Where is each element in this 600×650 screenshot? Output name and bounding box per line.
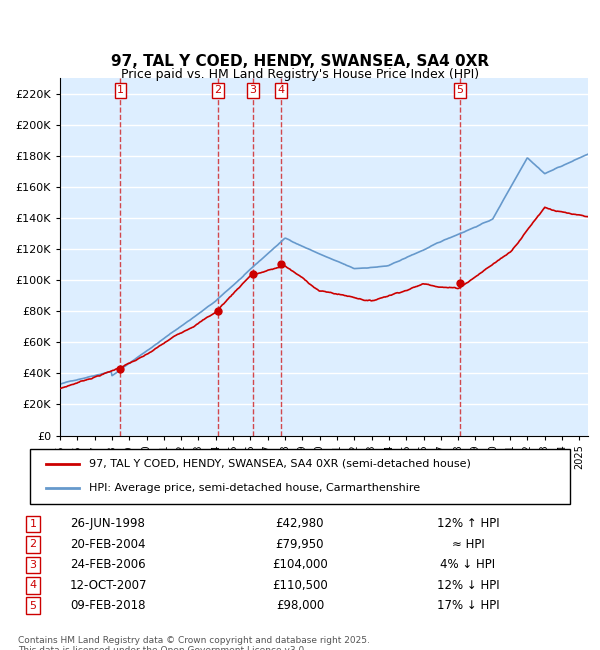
Text: £42,980: £42,980 — [276, 517, 324, 530]
Text: £79,950: £79,950 — [276, 538, 324, 551]
Text: 4: 4 — [29, 580, 37, 590]
Text: £104,000: £104,000 — [272, 558, 328, 571]
Text: ≈ HPI: ≈ HPI — [452, 538, 484, 551]
Text: 26-JUN-1998: 26-JUN-1998 — [71, 517, 145, 530]
Text: 97, TAL Y COED, HENDY, SWANSEA, SA4 0XR: 97, TAL Y COED, HENDY, SWANSEA, SA4 0XR — [111, 54, 489, 70]
Text: 12% ↑ HPI: 12% ↑ HPI — [437, 517, 499, 530]
Text: 3: 3 — [250, 85, 256, 96]
Text: HPI: Average price, semi-detached house, Carmarthenshire: HPI: Average price, semi-detached house,… — [89, 484, 421, 493]
Text: 3: 3 — [29, 560, 37, 570]
Text: 4: 4 — [278, 85, 285, 96]
Text: 17% ↓ HPI: 17% ↓ HPI — [437, 599, 499, 612]
Text: 4% ↓ HPI: 4% ↓ HPI — [440, 558, 496, 571]
Text: 1: 1 — [117, 85, 124, 96]
Text: 2: 2 — [29, 540, 37, 549]
Text: £110,500: £110,500 — [272, 578, 328, 592]
Text: 5: 5 — [29, 601, 37, 611]
Text: 12-OCT-2007: 12-OCT-2007 — [69, 578, 147, 592]
Text: 12% ↓ HPI: 12% ↓ HPI — [437, 578, 499, 592]
Text: 09-FEB-2018: 09-FEB-2018 — [70, 599, 146, 612]
Text: 97, TAL Y COED, HENDY, SWANSEA, SA4 0XR (semi-detached house): 97, TAL Y COED, HENDY, SWANSEA, SA4 0XR … — [89, 459, 471, 469]
Text: 2: 2 — [214, 85, 221, 96]
Text: 20-FEB-2004: 20-FEB-2004 — [70, 538, 146, 551]
Text: 1: 1 — [29, 519, 37, 529]
Text: Price paid vs. HM Land Registry's House Price Index (HPI): Price paid vs. HM Land Registry's House … — [121, 68, 479, 81]
Text: £98,000: £98,000 — [276, 599, 324, 612]
Text: 5: 5 — [457, 85, 464, 96]
FancyBboxPatch shape — [30, 448, 570, 504]
Text: Contains HM Land Registry data © Crown copyright and database right 2025.
This d: Contains HM Land Registry data © Crown c… — [18, 636, 370, 650]
Text: 24-FEB-2006: 24-FEB-2006 — [70, 558, 146, 571]
